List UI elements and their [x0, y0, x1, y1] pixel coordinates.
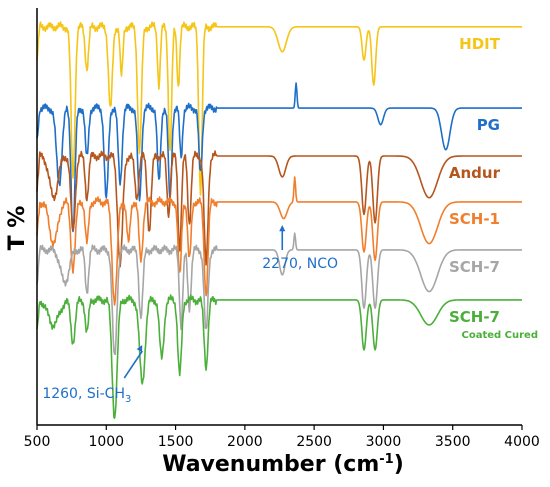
x-tick-label: 500	[24, 434, 51, 450]
series-label-3: Andur	[449, 164, 501, 182]
x-tick-label: 3000	[366, 434, 402, 450]
x-tick-label: 2000	[227, 434, 263, 450]
annotation-label-main: 2270, NCO	[262, 256, 338, 272]
series-line-1	[36, 21, 523, 196]
annotation-arrowhead-sich3	[136, 345, 143, 352]
x-tick-label: 1000	[88, 434, 124, 450]
series-sublabel-6: Coated Cured	[462, 330, 539, 341]
series-label-2: PG	[477, 116, 500, 134]
series-label-1: HDIT	[459, 35, 501, 53]
x-axis-label: Wavenumber (cm-1)	[162, 452, 404, 477]
series-label-4: SCH-1	[449, 210, 500, 228]
x-tick-label: 3500	[435, 434, 471, 450]
x-axis-label-sup: -1	[379, 452, 393, 467]
x-tick-label: 4000	[504, 434, 540, 450]
x-axis-label-end: )	[394, 452, 404, 477]
annotation-label-sich3: 1260, Si-CH3	[42, 386, 131, 405]
series-label-5: SCH-7	[449, 258, 500, 276]
annotation-label-nco: 2270, NCO	[262, 256, 338, 272]
annotation-arrowhead-nco	[279, 225, 286, 232]
x-axis-label-main: Wavenumber (cm	[162, 452, 379, 477]
x-tick-label: 2500	[296, 434, 332, 450]
series-line-2	[36, 82, 523, 233]
y-axis-label: T %	[5, 206, 30, 251]
annotation-label-sub: 3	[125, 394, 131, 405]
series-line-5	[36, 232, 523, 355]
series-label-6: SCH-7	[449, 308, 500, 326]
series-line-4	[36, 176, 523, 306]
annotation-arrow-sich3	[123, 350, 143, 379]
series-traces	[36, 21, 523, 419]
x-ticks: 500 1000 1500 2000 2500 3000 3500 4000	[24, 425, 540, 450]
x-tick-label: 1500	[158, 434, 194, 450]
series-line-6	[36, 294, 523, 419]
series-labels: HDIT PG Andur SCH-1 SCH-7 SCH-7 Coated Cured	[449, 35, 538, 341]
annotation-label-main: 1260, Si-CH	[42, 386, 125, 402]
annotations: 2270, NCO 1260, Si-CH3	[42, 225, 338, 405]
